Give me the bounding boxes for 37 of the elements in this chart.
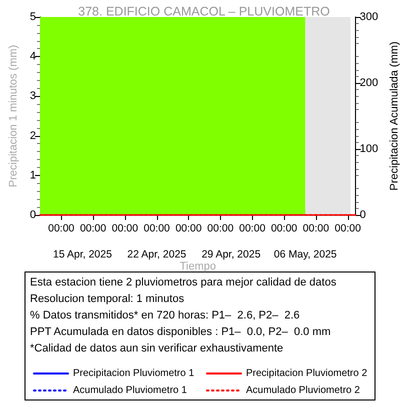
x2-tick-label: 06 May, 2025 bbox=[274, 248, 337, 260]
y2-tick-label: 100 bbox=[360, 143, 378, 155]
x-tick-label: 00:00 bbox=[80, 222, 106, 234]
legend-label: Precipitacion Pluviometro 2 bbox=[246, 368, 368, 379]
y-axis-title: Precipitacion 1 minutos (mm) bbox=[8, 44, 20, 188]
y-tick-label: 5 bbox=[30, 11, 36, 23]
x-tick-label: 00:00 bbox=[270, 222, 298, 234]
x-tick-label: 00:00 bbox=[334, 222, 362, 234]
y-tick-label: 2 bbox=[30, 130, 36, 142]
x-tick-label: 00:00 bbox=[207, 222, 234, 234]
text: Resolucion temporal: 1 minutos bbox=[30, 293, 185, 305]
y-tick-label: 3 bbox=[30, 90, 36, 102]
y2-tick-label: 0 bbox=[360, 209, 366, 221]
x-axis-title: Tiempo bbox=[180, 260, 216, 272]
x-tick-label: 00:00 bbox=[175, 222, 202, 234]
legend-label: Acumulado Pluviometro 2 bbox=[246, 385, 360, 396]
x2-tick-label: 29 Apr, 2025 bbox=[202, 248, 261, 260]
text: PPT Acumulada en datos disponibles : P1– 0.0, P2– 0.0 mm bbox=[30, 326, 331, 338]
x-tick-label: 00:00 bbox=[239, 222, 266, 234]
x2-tick-label: 22 Apr, 2025 bbox=[127, 248, 186, 260]
x2-tick-label: 15 Apr, 2025 bbox=[52, 248, 112, 260]
y-tick-label: 0 bbox=[30, 209, 36, 221]
x-tick-label: 00:00 bbox=[302, 222, 330, 234]
y-tick-label: 4 bbox=[30, 50, 36, 63]
y2-axis-title: Precipitacion Acumulada (mm) bbox=[388, 41, 400, 191]
text: % Datos transmitidos* en 720 horas: P1– 2.6, P2– 2.6 bbox=[30, 310, 300, 322]
text: Esta estacion tiene 2 pluviometros para mejor calidad de datos bbox=[30, 276, 337, 288]
y-tick-label: 1 bbox=[30, 169, 36, 182]
legend-label: Precipitacion Pluviometro 1 bbox=[73, 368, 195, 379]
y2-tick-label: 300 bbox=[360, 11, 378, 23]
text: *Calidad de datos aun sin verificar exhaustivamente bbox=[30, 342, 284, 354]
y2-tick-label: 200 bbox=[360, 77, 378, 89]
legend-label: Acumulado Pluviometro 1 bbox=[73, 385, 188, 396]
chart-title: 378. EDIFICIO CAMACOL – PLUVIOMETRO bbox=[78, 4, 330, 18]
x-tick-label: 00:00 bbox=[144, 222, 170, 234]
x-tick-label: 00:00 bbox=[48, 222, 75, 234]
x-tick-label: 00:00 bbox=[112, 222, 138, 234]
